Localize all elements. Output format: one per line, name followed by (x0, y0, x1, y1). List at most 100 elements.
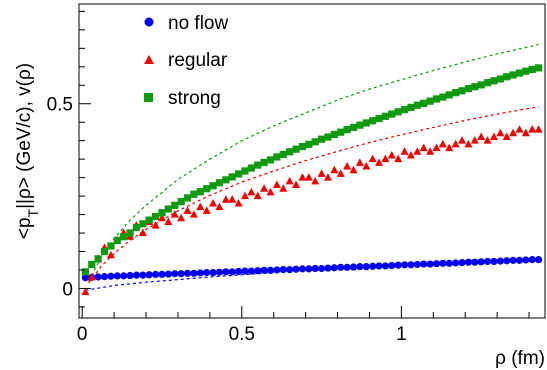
data-point (394, 108, 402, 116)
data-point (509, 256, 517, 264)
data-point (426, 260, 434, 268)
data-point (406, 150, 415, 159)
axes: 0 0.5 1 0 0.5 (47, 10, 530, 345)
data-point (317, 135, 326, 143)
data-point (311, 264, 319, 273)
data-point (509, 128, 518, 137)
data-point (81, 287, 90, 296)
data-point (439, 93, 447, 101)
data-point (196, 269, 204, 277)
data-point (477, 132, 486, 140)
data-point (522, 67, 530, 75)
data-point (215, 268, 224, 276)
data-point (528, 65, 536, 73)
data-point (94, 255, 102, 263)
data-point (445, 91, 453, 99)
data-point (209, 268, 217, 277)
data-point (477, 258, 485, 266)
data-point (145, 216, 153, 224)
data-point (234, 198, 243, 207)
data-point (496, 128, 505, 137)
data-point (304, 173, 313, 181)
data-point (503, 257, 511, 265)
data-point (528, 125, 537, 133)
data-point (337, 128, 345, 136)
data-point (336, 169, 345, 177)
data-point (477, 81, 485, 89)
data-point (534, 125, 543, 133)
data-point (94, 273, 102, 281)
data-point (164, 217, 173, 225)
data-point (241, 267, 249, 275)
data-point (330, 165, 339, 174)
data-point (273, 153, 281, 161)
data-point (81, 274, 89, 282)
series-no-flow (81, 256, 543, 282)
x-tick-label: 0.5 (229, 324, 255, 345)
data-point (292, 265, 300, 273)
data-point (324, 133, 332, 141)
data-point (126, 229, 134, 237)
data-point (177, 270, 185, 278)
legend: no flow regular strong (144, 13, 228, 109)
data-point (298, 265, 307, 273)
data-point (260, 266, 268, 274)
data-point (215, 202, 224, 211)
legend-label-no-flow: no flow (168, 13, 228, 34)
data-point (420, 260, 428, 268)
data-point (432, 260, 441, 268)
data-point (356, 121, 364, 129)
data-point (190, 190, 198, 198)
data-point (177, 198, 185, 206)
data-point (432, 95, 441, 103)
data-point (489, 132, 498, 140)
data-point (407, 261, 415, 269)
data-point (158, 209, 166, 217)
data-point (330, 264, 338, 272)
data-point (323, 173, 332, 181)
data-point (368, 154, 377, 163)
data-point (311, 138, 319, 146)
model-curves (85, 44, 539, 291)
data-point (132, 223, 141, 232)
data-point (126, 271, 134, 280)
data-point (152, 270, 160, 279)
data-point (343, 162, 352, 170)
data-point (106, 250, 115, 259)
data-point (113, 272, 121, 280)
data-point (407, 103, 415, 112)
legend-label-strong: strong (168, 88, 221, 109)
data-point (438, 139, 447, 148)
legend-marker-triangle (144, 55, 154, 64)
series-regular (81, 125, 543, 296)
data-point (483, 136, 492, 144)
x-axis-title: ρ (fm) (495, 348, 545, 369)
data-point (337, 263, 345, 271)
data-point (189, 210, 198, 218)
legend-marker-circle (144, 17, 154, 27)
legend-entry-no-flow: no flow (144, 13, 228, 34)
data-point (471, 83, 479, 91)
data-point (222, 268, 230, 276)
data-point (381, 112, 390, 120)
data-point (349, 165, 358, 174)
data-point (152, 212, 160, 221)
data-point (228, 195, 237, 203)
data-point (215, 179, 224, 187)
data-point (420, 99, 428, 107)
data-point (515, 256, 524, 264)
data-point (464, 139, 473, 148)
data-point (400, 147, 409, 155)
data-point (388, 261, 396, 270)
data-point (157, 213, 166, 222)
data-point (330, 130, 338, 139)
legend-label-regular: regular (168, 50, 228, 71)
data-point (132, 271, 141, 279)
data-point (394, 154, 403, 163)
data-point (375, 262, 383, 270)
data-point (164, 205, 172, 213)
data-point (286, 266, 294, 274)
data-point (483, 257, 492, 266)
